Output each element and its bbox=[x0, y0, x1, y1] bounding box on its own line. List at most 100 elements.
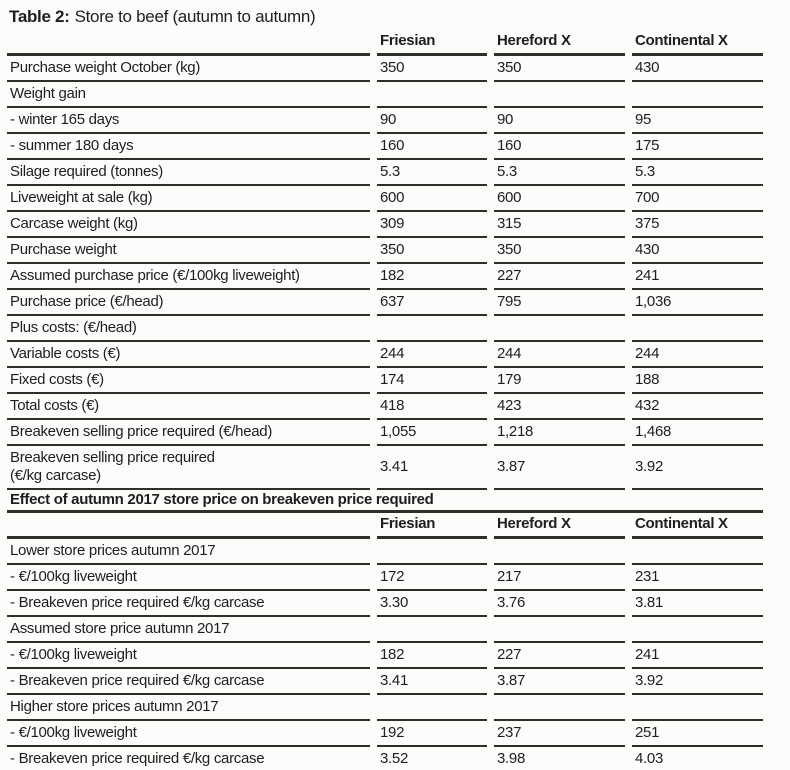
cell-value: 3.41 bbox=[377, 446, 487, 490]
cell-value: 3.92 bbox=[632, 669, 763, 695]
cell-value: 350 bbox=[377, 238, 487, 264]
row-label: Total costs (€) bbox=[7, 394, 370, 420]
row-label: - Breakeven price required €/kg carcase bbox=[7, 747, 370, 770]
row-label: Fixed costs (€) bbox=[7, 368, 370, 394]
cell-empty bbox=[494, 539, 625, 565]
cell-value: 375 bbox=[632, 212, 763, 238]
section-label-row: Higher store prices autumn 2017 bbox=[7, 695, 763, 721]
cell-value: 244 bbox=[377, 342, 487, 368]
row-label: - €/100kg liveweight bbox=[7, 721, 370, 747]
table-row: Fixed costs (€) 174 179 188 bbox=[7, 368, 763, 394]
cell-value: 90 bbox=[494, 108, 625, 134]
section-heading: Effect of autumn 2017 store price on bre… bbox=[7, 490, 763, 513]
cell-value: 241 bbox=[632, 264, 763, 290]
cell-value: 182 bbox=[377, 264, 487, 290]
cell-value: 3.52 bbox=[377, 747, 487, 770]
cell-empty bbox=[632, 695, 763, 721]
cell-value: 418 bbox=[377, 394, 487, 420]
row-label: - summer 180 days bbox=[7, 134, 370, 160]
cell-value: 309 bbox=[377, 212, 487, 238]
table-row: Silage required (tonnes) 5.3 5.3 5.3 bbox=[7, 160, 763, 186]
cell-value: 160 bbox=[494, 134, 625, 160]
table-row: - Breakeven price required €/kg carcase 3… bbox=[7, 591, 763, 617]
store-to-beef-table: Friesian Hereford X Continental X Purchase … bbox=[0, 30, 770, 770]
cell-value: 795 bbox=[494, 290, 625, 316]
table-row: - €/100kg liveweight 192 237 251 bbox=[7, 721, 763, 747]
table-row: Variable costs (€) 244 244 244 bbox=[7, 342, 763, 368]
table-row: - Breakeven price required €/kg carcase 3… bbox=[7, 669, 763, 695]
cell-value: 179 bbox=[494, 368, 625, 394]
cell-value: 188 bbox=[632, 368, 763, 394]
row-label: Breakeven selling price required (€/kg c… bbox=[7, 446, 370, 490]
cell-value: 1,468 bbox=[632, 420, 763, 446]
cell-value: 241 bbox=[632, 643, 763, 669]
table-row: - €/100kg liveweight 172 217 231 bbox=[7, 565, 763, 591]
table-row: - winter 165 days 90 90 95 bbox=[7, 108, 763, 134]
row-label: - €/100kg liveweight bbox=[7, 565, 370, 591]
table-row: Assumed purchase price (€/100kg liveweig… bbox=[7, 264, 763, 290]
cell-value: 350 bbox=[377, 56, 487, 82]
cell-empty bbox=[632, 539, 763, 565]
cell-value: 192 bbox=[377, 721, 487, 747]
table-title: Table 2: Store to beef (autumn to autumn) bbox=[9, 7, 790, 27]
table-row: - summer 180 days 160 160 175 bbox=[7, 134, 763, 160]
section-heading-row: Effect of autumn 2017 store price on bre… bbox=[7, 490, 763, 513]
cell-value: 637 bbox=[377, 290, 487, 316]
section-label-row: Lower store prices autumn 2017 bbox=[7, 539, 763, 565]
cell-empty bbox=[494, 82, 625, 108]
section-label-row: Weight gain bbox=[7, 82, 763, 108]
cell-value: 237 bbox=[494, 721, 625, 747]
cell-value: 3.92 bbox=[632, 446, 763, 490]
cell-empty bbox=[632, 617, 763, 643]
cell-value: 5.3 bbox=[494, 160, 625, 186]
table-row: Total costs (€) 418 423 432 bbox=[7, 394, 763, 420]
column-header-row: Friesian Hereford X Continental X bbox=[7, 513, 763, 539]
row-label: Plus costs: (€/head) bbox=[7, 316, 370, 342]
cell-value: 244 bbox=[494, 342, 625, 368]
table-row: - Breakeven price required €/kg carcase 3… bbox=[7, 747, 763, 770]
row-label: Weight gain bbox=[7, 82, 370, 108]
row-label: Lower store prices autumn 2017 bbox=[7, 539, 370, 565]
row-label: - €/100kg liveweight bbox=[7, 643, 370, 669]
cell-empty bbox=[494, 316, 625, 342]
cell-value: 1,218 bbox=[494, 420, 625, 446]
cell-value: 231 bbox=[632, 565, 763, 591]
cell-value: 315 bbox=[494, 212, 625, 238]
cell-value: 175 bbox=[632, 134, 763, 160]
cell-empty bbox=[632, 316, 763, 342]
row-label: Breakeven selling price required (€/head… bbox=[7, 420, 370, 446]
cell-value: 3.41 bbox=[377, 669, 487, 695]
cell-value: 3.87 bbox=[494, 446, 625, 490]
row-label: - Breakeven price required €/kg carcase bbox=[7, 591, 370, 617]
cell-value: 423 bbox=[494, 394, 625, 420]
cell-value: 350 bbox=[494, 56, 625, 82]
row-label: - winter 165 days bbox=[7, 108, 370, 134]
row-label: Purchase weight bbox=[7, 238, 370, 264]
cell-value: 95 bbox=[632, 108, 763, 134]
cell-value: 1,055 bbox=[377, 420, 487, 446]
cell-empty bbox=[377, 695, 487, 721]
cell-value: 430 bbox=[632, 56, 763, 82]
column-header: Continental X bbox=[632, 513, 763, 539]
cell-value: 174 bbox=[377, 368, 487, 394]
cell-value: 700 bbox=[632, 186, 763, 212]
cell-value: 3.76 bbox=[494, 591, 625, 617]
table-title-prefix: Table 2: bbox=[9, 7, 70, 26]
cell-value: 3.87 bbox=[494, 669, 625, 695]
column-header: Friesian bbox=[377, 513, 487, 539]
table-row: Breakeven selling price required (€/head… bbox=[7, 420, 763, 446]
cell-empty bbox=[494, 695, 625, 721]
table-row: Purchase weight October (kg) 350 350 430 bbox=[7, 56, 763, 82]
cell-value: 3.98 bbox=[494, 747, 625, 770]
cell-value: 227 bbox=[494, 264, 625, 290]
cell-value: 350 bbox=[494, 238, 625, 264]
row-label: Liveweight at sale (kg) bbox=[7, 186, 370, 212]
row-label: Purchase price (€/head) bbox=[7, 290, 370, 316]
table-body: Friesian Hereford X Continental X Purchase … bbox=[7, 30, 763, 770]
row-label: Purchase weight October (kg) bbox=[7, 56, 370, 82]
cell-value: 600 bbox=[494, 186, 625, 212]
row-label: Assumed purchase price (€/100kg liveweig… bbox=[7, 264, 370, 290]
column-header-spacer bbox=[7, 30, 370, 56]
row-label: Assumed store price autumn 2017 bbox=[7, 617, 370, 643]
